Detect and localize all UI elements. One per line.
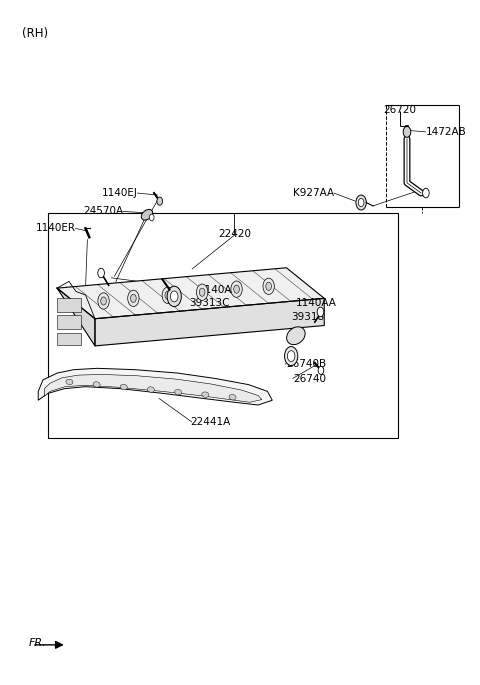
Polygon shape [57,288,95,346]
Circle shape [199,288,205,297]
Circle shape [263,278,275,295]
Text: 39318: 39318 [291,312,324,322]
Text: 22441A: 22441A [191,417,231,427]
Text: 1140AA: 1140AA [296,298,337,308]
Text: 26740B: 26740B [287,359,326,369]
Circle shape [162,287,173,303]
Circle shape [288,351,295,362]
Polygon shape [38,369,272,405]
Polygon shape [44,375,262,402]
Text: 39313C: 39313C [190,298,230,308]
Bar [57,315,81,329]
Circle shape [196,284,208,301]
Circle shape [234,285,240,293]
Circle shape [167,286,181,307]
Circle shape [157,197,163,205]
Circle shape [285,347,298,366]
Circle shape [131,295,136,302]
Text: 1140AA: 1140AA [199,284,240,295]
Ellipse shape [175,389,182,395]
Text: K927AA: K927AA [293,188,334,198]
Ellipse shape [141,210,153,220]
Circle shape [149,214,154,221]
Circle shape [358,199,364,207]
Circle shape [403,127,411,137]
Ellipse shape [287,327,305,345]
Text: 22420: 22420 [218,229,251,239]
Text: (RH): (RH) [22,27,48,40]
Circle shape [356,195,366,210]
Circle shape [318,366,324,375]
Ellipse shape [66,379,73,385]
Circle shape [317,307,324,316]
Ellipse shape [202,392,209,397]
Text: 24570A: 24570A [83,206,123,216]
Circle shape [101,297,107,305]
Polygon shape [95,299,324,346]
Bar [57,299,81,312]
Circle shape [165,291,170,299]
Bar [48,214,397,438]
Circle shape [422,188,429,198]
Text: FR.: FR. [29,638,47,648]
Circle shape [128,290,139,306]
Circle shape [170,291,178,302]
Ellipse shape [93,382,100,387]
Circle shape [98,269,105,278]
Circle shape [231,281,242,297]
Text: 1140ER: 1140ER [36,223,76,234]
Circle shape [98,292,109,309]
Ellipse shape [147,387,155,393]
Text: 26740: 26740 [294,373,326,384]
Ellipse shape [229,395,236,400]
Text: 1140EJ: 1140EJ [102,188,137,198]
Text: 1472AB: 1472AB [426,127,467,137]
Ellipse shape [120,384,127,390]
Circle shape [266,282,272,290]
Text: 26720: 26720 [384,105,416,115]
Polygon shape [57,268,324,319]
Bar [57,333,81,345]
